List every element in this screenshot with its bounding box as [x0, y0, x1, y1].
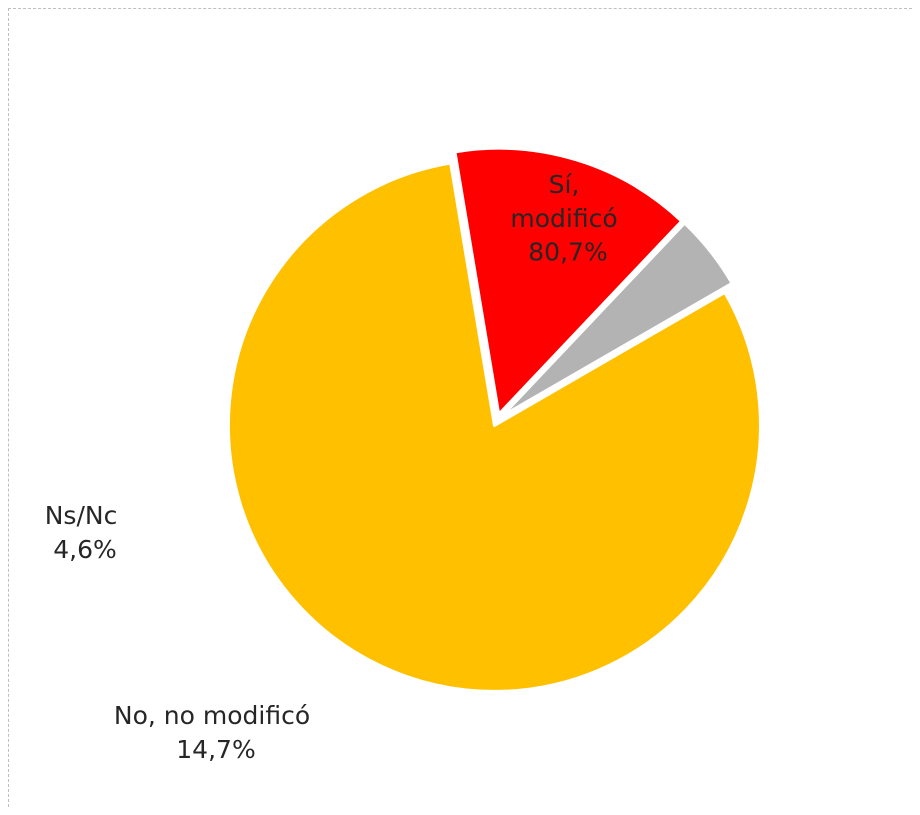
chart-frame	[8, 8, 912, 807]
slice-no-no-modifico	[453, 146, 684, 416]
slice-label-si-modifico: Sí, modificó 80,7%	[510, 170, 625, 267]
pie-labels: Sí, modificó 80,7% No, no modificó 14,7%…	[45, 170, 625, 764]
pie-slices	[226, 146, 762, 693]
slice-label-no-no-modifico: No, no modificó 14,7%	[114, 701, 318, 764]
slice-si-modifico	[226, 161, 762, 693]
slice-ns-nc	[500, 221, 734, 418]
slice-label-ns-nc: Ns/Nc 4,6%	[45, 501, 126, 564]
